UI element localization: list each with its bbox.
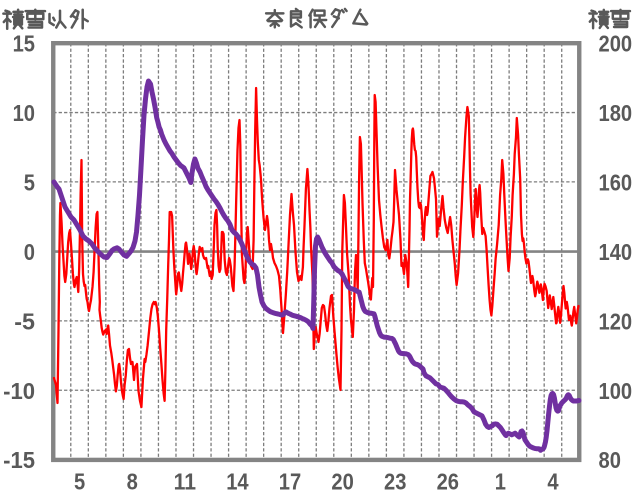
svg-text:80: 80 — [599, 447, 621, 473]
svg-text:15: 15 — [13, 31, 36, 57]
svg-text:-5: -5 — [14, 308, 35, 334]
svg-text:-10: -10 — [3, 378, 35, 404]
svg-text:5: 5 — [24, 169, 35, 195]
svg-text:200: 200 — [599, 31, 633, 57]
svg-text:8: 8 — [127, 469, 138, 495]
svg-text:180: 180 — [599, 100, 633, 126]
svg-text:11: 11 — [174, 469, 197, 495]
svg-text:10: 10 — [13, 100, 35, 126]
svg-text:17: 17 — [279, 469, 301, 495]
svg-text:140: 140 — [599, 239, 633, 265]
svg-text:120: 120 — [599, 308, 633, 334]
svg-text:20: 20 — [331, 469, 353, 495]
svg-text:0: 0 — [24, 239, 35, 265]
svg-text:14: 14 — [226, 469, 249, 495]
svg-text:100: 100 — [599, 378, 633, 404]
svg-text:23: 23 — [384, 469, 406, 495]
svg-text:160: 160 — [599, 169, 633, 195]
svg-text:4: 4 — [547, 469, 558, 495]
svg-text:5: 5 — [74, 469, 85, 495]
svg-text:26: 26 — [437, 469, 459, 495]
svg-text:-15: -15 — [3, 447, 35, 473]
svg-text:1: 1 — [495, 469, 506, 495]
